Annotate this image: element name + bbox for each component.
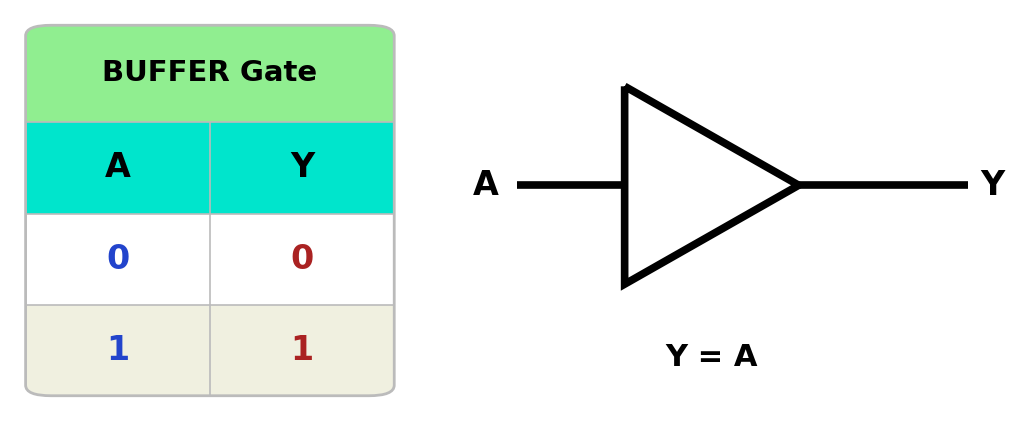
Text: Y = A: Y = A [666,344,758,372]
FancyBboxPatch shape [26,25,394,122]
Text: Y: Y [980,169,1005,202]
Text: 0: 0 [106,243,129,276]
Text: Y: Y [290,152,314,184]
Bar [26,305,394,317]
Text: 0: 0 [291,243,313,276]
Bar [26,122,394,214]
Text: 1: 1 [291,334,313,367]
FancyBboxPatch shape [26,305,394,396]
Text: A: A [104,152,131,184]
Bar [26,214,394,305]
Text: 1: 1 [106,334,129,367]
Text: BUFFER Gate: BUFFER Gate [102,59,317,88]
Bar [26,109,394,122]
Text: A: A [473,169,499,202]
